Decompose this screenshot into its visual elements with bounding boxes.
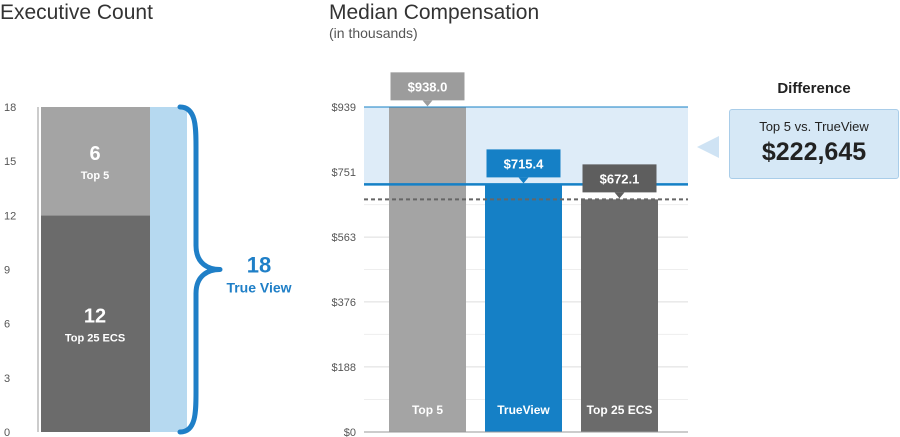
- difference-title: Difference: [777, 80, 851, 97]
- right-tick-label: $939: [332, 102, 356, 114]
- true-view-label: True View: [226, 280, 291, 296]
- compensation-bar: [485, 184, 562, 432]
- left-tick-label: 3: [4, 373, 10, 385]
- compensation-bar: [581, 199, 658, 432]
- true-view-band: [150, 107, 187, 432]
- value-callout-box: [390, 72, 465, 101]
- median-compensation-title: Median Compensation: [329, 1, 539, 24]
- segment-value: 12: [84, 306, 106, 328]
- right-tick-label: $563: [332, 232, 356, 244]
- left-tick-label: 15: [4, 156, 16, 168]
- segment-value: 6: [89, 143, 100, 165]
- median-compensation-subtitle: (in thousands): [329, 25, 418, 41]
- value-callout-pointer: [422, 100, 433, 107]
- value-callout-box: [582, 164, 657, 193]
- stack-segment: [41, 107, 150, 216]
- left-tick-label: 6: [4, 319, 10, 331]
- bar-category-label: TrueView: [497, 403, 550, 417]
- value-callout-label: $715.4: [504, 156, 545, 171]
- compensation-bar: [389, 107, 466, 432]
- left-tick-label: 18: [4, 102, 16, 114]
- difference-value: $222,645: [761, 138, 867, 166]
- stack-segment: [41, 215, 150, 432]
- left-tick-label: 12: [4, 210, 16, 222]
- difference-pointer: [697, 136, 719, 158]
- right-tick-label: $188: [332, 362, 356, 374]
- value-callout-pointer: [518, 177, 529, 184]
- true-view-value: 18: [247, 253, 271, 278]
- bar-category-label: Top 25 ECS: [587, 403, 653, 417]
- true-view-brace: [177, 104, 223, 435]
- difference-subtitle: Top 5 vs. TrueView: [759, 119, 869, 134]
- right-tick-label: $0: [344, 427, 356, 437]
- right-tick-label: $376: [332, 297, 356, 309]
- executive-count-title: Executive Count: [0, 1, 153, 24]
- value-callout-label: $672.1: [600, 171, 640, 186]
- right-tick-label: $751: [332, 167, 356, 179]
- value-callout-label: $938.0: [408, 79, 448, 94]
- segment-label: Top 25 ECS: [65, 333, 125, 345]
- bar-category-label: Top 5: [412, 403, 443, 417]
- difference-box: Top 5 vs. TrueView $222,645: [729, 109, 899, 179]
- left-tick-label: 0: [4, 427, 10, 437]
- segment-label: Top 5: [81, 170, 110, 182]
- left-tick-label: 9: [4, 265, 10, 277]
- value-callout-box: [486, 149, 561, 178]
- value-callout-pointer: [614, 192, 625, 199]
